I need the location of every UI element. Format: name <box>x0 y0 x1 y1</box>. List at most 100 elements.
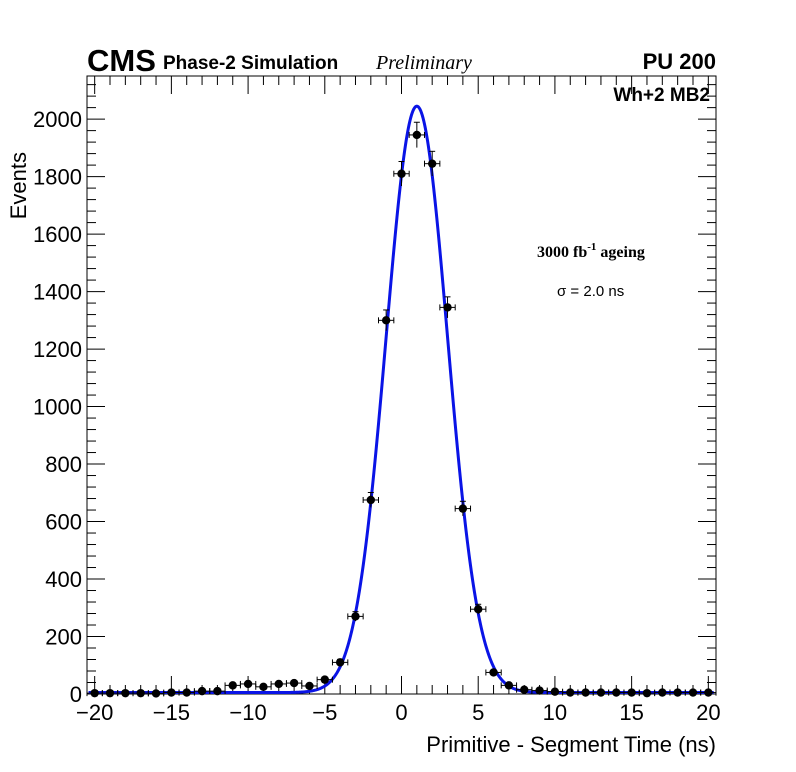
data-marker <box>197 686 207 696</box>
data-point <box>577 688 594 697</box>
data-point <box>700 688 717 697</box>
data-point <box>255 682 272 692</box>
data-marker <box>642 688 652 698</box>
x-tick-label: 15 <box>619 700 643 725</box>
data-marker <box>182 688 191 697</box>
data-point <box>638 688 656 698</box>
data-marker <box>243 679 253 689</box>
data-point <box>301 681 318 691</box>
x-tick-label: 5 <box>472 700 484 725</box>
data-points <box>86 121 717 698</box>
y-tick-label: 1400 <box>33 280 82 305</box>
y-tick-label: 1000 <box>33 395 82 420</box>
y-tick-label: 800 <box>45 452 82 477</box>
data-point <box>454 500 472 516</box>
x-tick-label: −5 <box>312 700 337 725</box>
gaussian-fit-line <box>88 104 714 695</box>
data-marker <box>612 688 621 697</box>
data-point <box>592 688 610 697</box>
y-tick-labels: 0 200 400 600 800 1000 1200 1400 1600 1800 2000 <box>33 107 82 707</box>
x-tick-labels: −20 −15 −10 −5 0 5 10 15 20 <box>76 700 721 725</box>
data-point <box>101 688 119 698</box>
y-tick-label: 400 <box>45 567 82 592</box>
data-point <box>193 686 211 696</box>
data-marker <box>213 686 222 696</box>
data-point <box>331 658 349 667</box>
axes-ticks <box>87 76 716 695</box>
x-tick-label: 10 <box>543 700 567 725</box>
data-point <box>178 688 195 697</box>
data-point <box>316 675 333 684</box>
data-marker <box>397 169 406 178</box>
data-marker <box>228 681 237 690</box>
data-marker <box>489 668 498 677</box>
data-point <box>239 679 257 689</box>
preliminary-label: Preliminary <box>375 52 472 74</box>
ageing-annotation: 3000 fb-1 ageing <box>537 241 645 261</box>
sigma-annotation: σ = 2.0 ns <box>557 283 624 300</box>
data-marker <box>504 681 514 690</box>
data-marker <box>151 689 161 698</box>
data-point <box>439 296 456 318</box>
data-point <box>224 681 241 690</box>
data-point <box>362 492 379 508</box>
cms-label: CMS <box>87 43 156 78</box>
y-tick-label: 600 <box>45 510 82 535</box>
pileup-label: PU 200 <box>643 49 716 74</box>
data-marker <box>550 687 560 696</box>
data-point <box>424 150 441 177</box>
x-axis-title: Primitive - Segment Time (ns) <box>426 732 716 757</box>
y-tick-label: 1800 <box>33 165 82 190</box>
data-marker <box>167 688 176 697</box>
data-point <box>163 688 180 697</box>
y-tick-label: 1600 <box>33 222 82 247</box>
data-point <box>608 688 625 697</box>
data-point <box>485 668 502 677</box>
data-marker <box>535 686 544 695</box>
data-marker <box>381 316 391 325</box>
data-marker <box>581 688 590 697</box>
y-tick-label: 0 <box>70 682 82 707</box>
data-marker <box>566 688 575 697</box>
data-marker <box>121 688 130 698</box>
data-point <box>408 121 426 148</box>
data-marker <box>627 688 636 697</box>
data-marker <box>658 688 667 697</box>
data-point <box>209 686 226 696</box>
data-marker <box>458 504 468 513</box>
data-marker <box>673 688 682 697</box>
data-point <box>147 689 165 698</box>
phase2-label: Phase-2 Simulation <box>163 53 338 74</box>
data-marker <box>259 682 268 692</box>
data-point <box>86 688 103 698</box>
x-tick-label: −20 <box>76 700 113 725</box>
data-marker <box>351 612 360 621</box>
data-marker <box>366 495 376 505</box>
data-point <box>347 611 364 622</box>
data-point <box>654 688 671 697</box>
data-point <box>562 688 579 697</box>
x-tick-label: −10 <box>229 700 266 725</box>
fit-curve <box>88 104 714 695</box>
data-point <box>546 687 564 696</box>
y-axis-title: Events <box>6 152 31 219</box>
data-marker <box>335 658 345 667</box>
x-tick-label: 20 <box>696 700 720 725</box>
data-point <box>531 686 548 695</box>
x-tick-label: 0 <box>395 700 407 725</box>
data-marker <box>520 685 529 694</box>
data-point <box>285 678 303 688</box>
data-point <box>669 688 686 697</box>
data-marker <box>305 681 314 691</box>
data-marker <box>427 159 437 168</box>
data-point <box>470 603 487 615</box>
data-marker <box>704 688 713 697</box>
data-point <box>684 688 702 697</box>
data-marker <box>90 688 99 698</box>
data-point <box>623 688 640 697</box>
data-point <box>117 688 134 698</box>
region-label: Wh+2 MB2 <box>613 85 710 106</box>
data-marker <box>688 688 698 697</box>
data-marker <box>443 303 452 312</box>
